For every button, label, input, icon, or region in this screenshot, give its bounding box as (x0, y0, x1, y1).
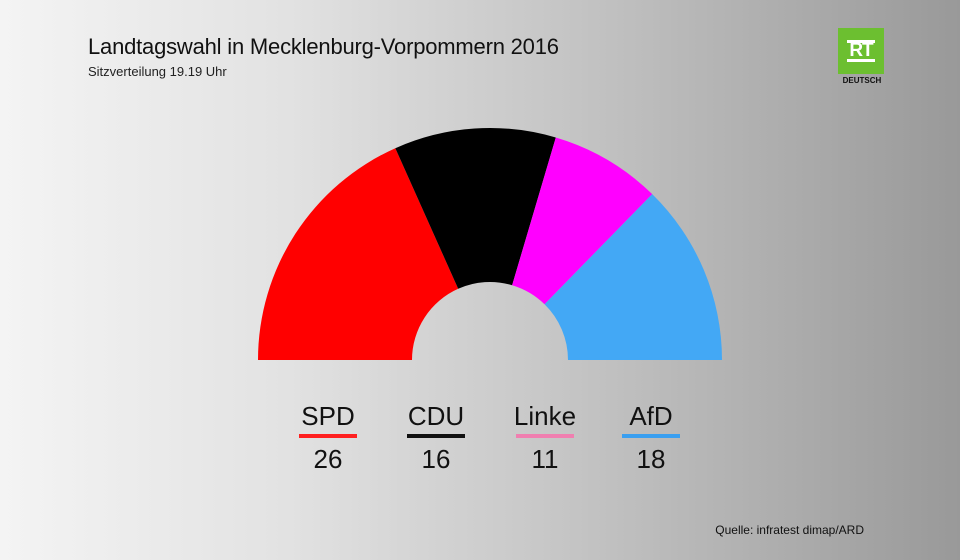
seat-distribution-chart (258, 128, 722, 360)
seat-segment-spd (258, 148, 459, 360)
legend-color-swatch (299, 434, 357, 438)
legend-color-swatch (407, 434, 465, 438)
chart-title: Landtagswahl in Mecklenburg-Vorpommern 2… (88, 34, 559, 59)
seat-segment-linke (512, 137, 653, 305)
rt-logo-mark: RT (838, 28, 884, 74)
legend-seat-count: 26 (313, 444, 343, 474)
legend-party-label: Linke (513, 401, 577, 431)
legend-color-swatch (516, 434, 574, 438)
rt-logo: RT DEUTSCH (838, 28, 886, 88)
legend-seat-count: 11 (531, 444, 559, 474)
legend-party-label: AfD (629, 401, 673, 431)
seat-segment-cdu (395, 128, 556, 289)
rt-logo-caption: DEUTSCH (842, 76, 882, 85)
legend-seat-count: 16 (421, 444, 451, 474)
legend-party-label: CDU (407, 401, 465, 431)
legend-party-label: SPD (301, 401, 355, 431)
source-note: Quelle: infratest dimap/ARD (715, 523, 864, 537)
legend-item-afd: AfD 18 (606, 400, 696, 474)
legend: SPD 26 CDU 16 Linke 11 AfD 18 (0, 400, 960, 480)
legend-item-cdu: CDU 16 (391, 400, 481, 474)
legend-seat-count: 18 (636, 444, 666, 474)
chart-subtitle: Sitzverteilung 19.19 Uhr (88, 64, 227, 79)
seat-segment-afd (544, 194, 722, 360)
legend-item-linke: Linke 11 (500, 400, 590, 474)
legend-color-swatch (622, 434, 680, 438)
rt-logo-text: RT (847, 40, 875, 62)
legend-item-spd: SPD 26 (283, 400, 373, 474)
